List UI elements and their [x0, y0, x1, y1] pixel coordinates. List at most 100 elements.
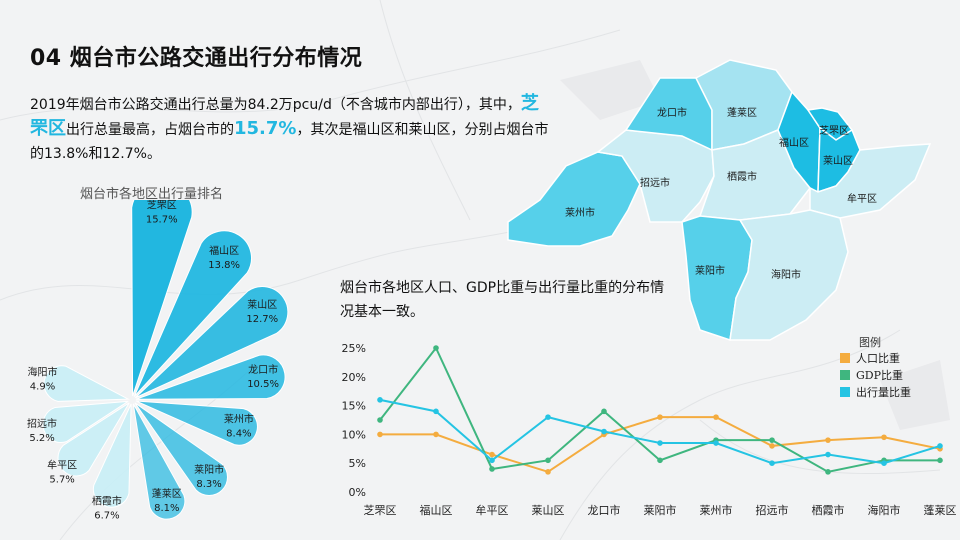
intro-text-1: 2019年烟台市公路交通出行总量为84.2万pcu/d（不含城市内部出行），其中… — [30, 97, 521, 113]
map-label-laizhou: 莱州市 — [565, 206, 595, 219]
map-district-qixia[interactable] — [698, 129, 811, 221]
series-point[interactable] — [489, 451, 495, 458]
map-district-haiyang[interactable] — [729, 209, 849, 341]
legend-swatch — [840, 387, 850, 397]
legend-title: 图例 — [859, 335, 881, 349]
map-label-fushan: 福山区 — [779, 136, 809, 149]
y-tick-label: 15% — [342, 400, 366, 413]
series-point[interactable] — [657, 440, 663, 446]
x-tick-label: 莱阳市 — [644, 503, 677, 517]
x-tick-label: 蓬莱区 — [924, 504, 957, 517]
rose-petal-0[interactable] — [131, 200, 193, 397]
series-point[interactable] — [545, 469, 551, 475]
line-chart: 0% 5% 10% 15% 20% 25% 芝罘区 福山区 牟平区 莱山区 龙口市 莱阳市 莱州市 招远市… — [342, 335, 957, 517]
x-tick-label: 莱山区 — [532, 504, 565, 517]
series-point[interactable] — [657, 457, 663, 464]
series-point[interactable] — [881, 460, 887, 466]
district-map: 龙口市 蓬莱区 福山区 芝罘区 莱山区 招远市 栖霞市 牟平区 莱州市 莱阳市 … — [507, 59, 932, 341]
x-tick-label: 牟平区 — [476, 503, 509, 517]
rose-value-label: 12.7% — [246, 314, 278, 325]
rose-petal-8[interactable] — [57, 402, 130, 477]
rose-value-label: 4.9% — [30, 381, 55, 392]
rose-category-label: 莱山区 — [247, 299, 277, 311]
x-tick-label: 栖霞市 — [812, 503, 845, 517]
series-point[interactable] — [937, 443, 943, 449]
map-label-muping: 牟平区 — [847, 192, 877, 205]
map-label-haiyang: 海阳市 — [771, 268, 801, 281]
map-label-laiyang: 莱阳市 — [695, 264, 725, 277]
rose-category-label: 蓬莱区 — [152, 488, 182, 500]
rose-value-label: 6.7% — [94, 511, 119, 520]
rose-value-label: 8.3% — [196, 479, 221, 490]
rose-petal-6[interactable] — [132, 403, 186, 520]
series-point[interactable] — [769, 437, 775, 443]
series-point[interactable] — [881, 434, 887, 441]
rose-petal-10[interactable] — [43, 365, 131, 402]
series-point[interactable] — [769, 443, 775, 449]
rose-category-label: 栖霞市 — [92, 495, 122, 508]
series-point[interactable] — [377, 417, 383, 423]
rose-petal-4[interactable] — [135, 400, 258, 446]
rose-category-label: 芝罘区 — [147, 200, 177, 211]
map-label-qixia: 栖霞市 — [727, 170, 757, 183]
rose-petal-7[interactable] — [92, 403, 132, 508]
series-point[interactable] — [937, 457, 943, 464]
line-chart-note: 烟台市各地区人口、GDP比重与出行量比重的分布情况基本一致。 — [340, 280, 665, 320]
series-point[interactable] — [657, 414, 663, 420]
intro-highlight-share: 15.7% — [234, 118, 297, 139]
x-tick-label: 福山区 — [420, 503, 453, 517]
rose-chart: 芝罘区 15.7% 福山区 13.8% 莱山区 12.7% 龙口市 10.5% 莱州市 8.4% 莱… — [27, 200, 289, 520]
x-tick-label: 莱州市 — [700, 503, 733, 517]
legend-label: 出行量比重 — [856, 385, 911, 399]
map-district-muping[interactable] — [809, 143, 932, 219]
rose-petal-3[interactable] — [135, 354, 286, 400]
y-tick-label: 5% — [349, 457, 366, 470]
slide-title: 04 烟台市公路交通出行分布情况 — [30, 46, 363, 71]
series-point[interactable] — [545, 414, 551, 420]
map-district-laizhou[interactable] — [507, 151, 641, 247]
legend-swatch — [840, 353, 850, 363]
x-tick-label: 招远市 — [756, 503, 789, 517]
rose-petal-9[interactable] — [42, 400, 129, 443]
rose-value-label: 15.7% — [146, 214, 178, 225]
series-point[interactable] — [601, 428, 607, 435]
y-tick-label: 20% — [342, 371, 366, 384]
map-label-zhifu: 芝罘区 — [819, 124, 849, 137]
series-point[interactable] — [825, 469, 831, 475]
intro-paragraph: 2019年烟台市公路交通出行总量为84.2万pcu/d（不含城市内部出行），其中… — [30, 92, 550, 166]
series-point[interactable] — [433, 345, 439, 351]
intro-text-3: ，其次是福山区和莱山区，分别占烟台市的13.8%和12.7%。 — [30, 122, 549, 162]
rose-category-label: 招远市 — [27, 417, 57, 430]
map-label-penglai: 蓬莱区 — [727, 107, 757, 119]
series-point[interactable] — [825, 437, 831, 443]
intro-highlight-district: 芝罘区 — [30, 93, 539, 139]
rose-value-label: 5.7% — [49, 474, 74, 485]
series-point[interactable] — [825, 451, 831, 458]
rose-petal-2[interactable] — [134, 286, 289, 399]
series-point[interactable] — [433, 408, 439, 415]
rose-petal-1[interactable] — [133, 230, 252, 397]
rose-value-label: 5.2% — [29, 433, 54, 444]
series-point[interactable] — [601, 408, 607, 415]
series-point[interactable] — [713, 414, 719, 420]
rose-category-label: 莱阳市 — [194, 463, 224, 476]
series-point[interactable] — [433, 431, 439, 438]
series-point[interactable] — [489, 466, 495, 472]
rose-value-label: 8.1% — [154, 503, 179, 514]
rose-category-label: 福山区 — [209, 244, 239, 257]
rose-petal-5[interactable] — [134, 402, 228, 496]
y-tick-label: 25% — [342, 342, 366, 355]
x-tick-label: 芝罘区 — [364, 504, 397, 517]
series-point[interactable] — [769, 460, 775, 466]
series-point[interactable] — [377, 431, 383, 438]
series-point[interactable] — [377, 397, 383, 403]
legend-label: 人口比重 — [856, 351, 900, 365]
series-point[interactable] — [489, 457, 495, 464]
series-point[interactable] — [545, 457, 551, 464]
series-point[interactable] — [713, 440, 719, 446]
map-label-laishan: 莱山区 — [823, 155, 853, 167]
rose-chart-title: 烟台市各地区出行量排名 — [80, 187, 224, 202]
legend-swatch — [840, 370, 850, 380]
